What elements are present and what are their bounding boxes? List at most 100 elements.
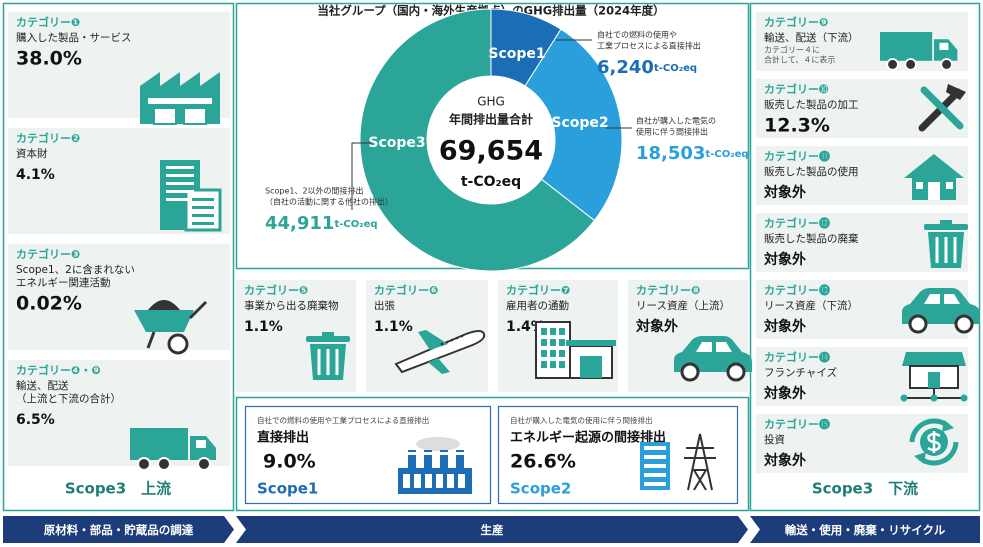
icon-shape (447, 474, 454, 488)
icon-shape (192, 214, 214, 217)
icon-shape (674, 336, 752, 372)
donut-segment (359, 8, 596, 272)
total-unit: t-CO₂eq (461, 174, 521, 190)
category-name: 投資 (764, 433, 785, 446)
icon-shape (167, 333, 189, 355)
stage-arrow (3, 516, 234, 543)
icon-shape (188, 300, 208, 320)
icon-shape (403, 474, 410, 488)
category-label: カテゴリー❹・❾ (16, 363, 101, 377)
icon-shape (166, 174, 194, 177)
icon-shape (559, 350, 565, 357)
icon-shape (940, 58, 953, 71)
total-value: 69,654 (439, 136, 543, 167)
category-value: 38.0% (16, 48, 82, 70)
scope-value: 9.0% (263, 451, 316, 473)
icon-shape (166, 182, 194, 185)
category-name: 販売した製品の廃棄 (764, 232, 859, 245)
category-name: 販売した製品の加工 (764, 98, 859, 111)
icon-shape (153, 107, 177, 125)
icon-shape (130, 428, 188, 460)
icon-shape (930, 394, 938, 402)
scope-value-number: 18,503 (636, 143, 705, 164)
icon-shape (566, 340, 616, 346)
icon-shape (148, 98, 212, 104)
icon-shape (456, 450, 464, 468)
category-card (756, 12, 968, 71)
icon-shape (644, 482, 666, 486)
category-name: 輸送、配送 (16, 379, 69, 392)
category-label: カテゴリー❻ (374, 283, 438, 297)
icon-shape (909, 418, 950, 443)
icon-shape (900, 394, 908, 402)
icon-shape (541, 361, 547, 368)
scope-description: Scope1、2以外の間接排出 (265, 186, 364, 196)
category-label: カテゴリー❶ (16, 15, 80, 29)
scope-description: （自社の活動に関する他社の排出） (265, 197, 393, 207)
icon-shape (559, 328, 565, 335)
icon (918, 84, 966, 132)
icon-shape (908, 314, 928, 334)
icon-shape (450, 338, 454, 342)
icon-shape (944, 237, 948, 263)
scope-value: 26.6% (510, 451, 576, 473)
icon (674, 336, 752, 382)
icon-shape (927, 431, 941, 453)
category-label: カテゴリー⓭ (764, 283, 830, 297)
icon (140, 72, 220, 125)
icon-shape (137, 457, 151, 471)
stage-arrow (236, 516, 748, 543)
stage-label: 原材料・部品・貯蔵品の調達 (44, 523, 194, 537)
icon-shape (166, 198, 194, 201)
scope-description: 工業プロセスによる直接排出 (597, 41, 701, 51)
icon-shape (946, 84, 966, 100)
icon-shape (335, 349, 339, 375)
scope-value-number: 6,240 (597, 57, 654, 78)
icon-shape (166, 190, 194, 193)
category-name: エネルギー関連活動 (16, 276, 111, 289)
icon (909, 418, 959, 466)
category-value: 対象外 (763, 385, 806, 402)
category-value: 対象外 (763, 452, 806, 469)
donut-hole (428, 77, 554, 203)
icon-shape (192, 206, 214, 209)
icon-shape (880, 32, 933, 61)
icon-shape (954, 314, 974, 334)
category-note: 合計して、４に表示 (764, 55, 835, 65)
icon-shape (550, 361, 556, 368)
icon-shape (680, 362, 700, 382)
icon-shape (197, 457, 211, 471)
category-label: カテゴリー⓯ (764, 417, 830, 431)
scope-note: 自社での燃料の使用や工業プロセスによる直接排出 (257, 415, 429, 425)
category-label: カテゴリー❽ (636, 283, 700, 297)
icon-shape (445, 340, 449, 344)
icon-shape (166, 166, 194, 169)
icon-shape (953, 237, 957, 263)
footer: Scope3 上流 (65, 480, 171, 498)
category-value: 6.5% (16, 412, 55, 428)
category-name: フランチャイズ (764, 366, 837, 379)
icon-shape (916, 182, 923, 189)
icon-shape (644, 455, 666, 459)
icon-shape (424, 450, 432, 468)
icon-shape (317, 349, 321, 375)
category-card (8, 244, 230, 350)
scope-segment-label: Scope2 (551, 115, 608, 131)
scope-description: 使用に伴う間接排出 (636, 127, 708, 137)
icon-shape (425, 474, 432, 488)
category-label: カテゴリー❼ (506, 283, 570, 297)
icon-shape (541, 328, 547, 335)
category-name: リース資産（下流） (764, 299, 858, 312)
icon (902, 288, 980, 334)
icon-shape (458, 474, 465, 488)
icon-shape (886, 58, 899, 71)
icon-shape (644, 464, 666, 468)
scope-description: 自社での燃料の使用や (597, 30, 677, 40)
icon-shape (684, 433, 716, 491)
icon-shape (696, 342, 732, 352)
icon-shape (456, 452, 464, 455)
icon-shape (424, 452, 432, 455)
category-label: カテゴリー⓮ (764, 350, 830, 364)
icon-shape (580, 356, 602, 378)
